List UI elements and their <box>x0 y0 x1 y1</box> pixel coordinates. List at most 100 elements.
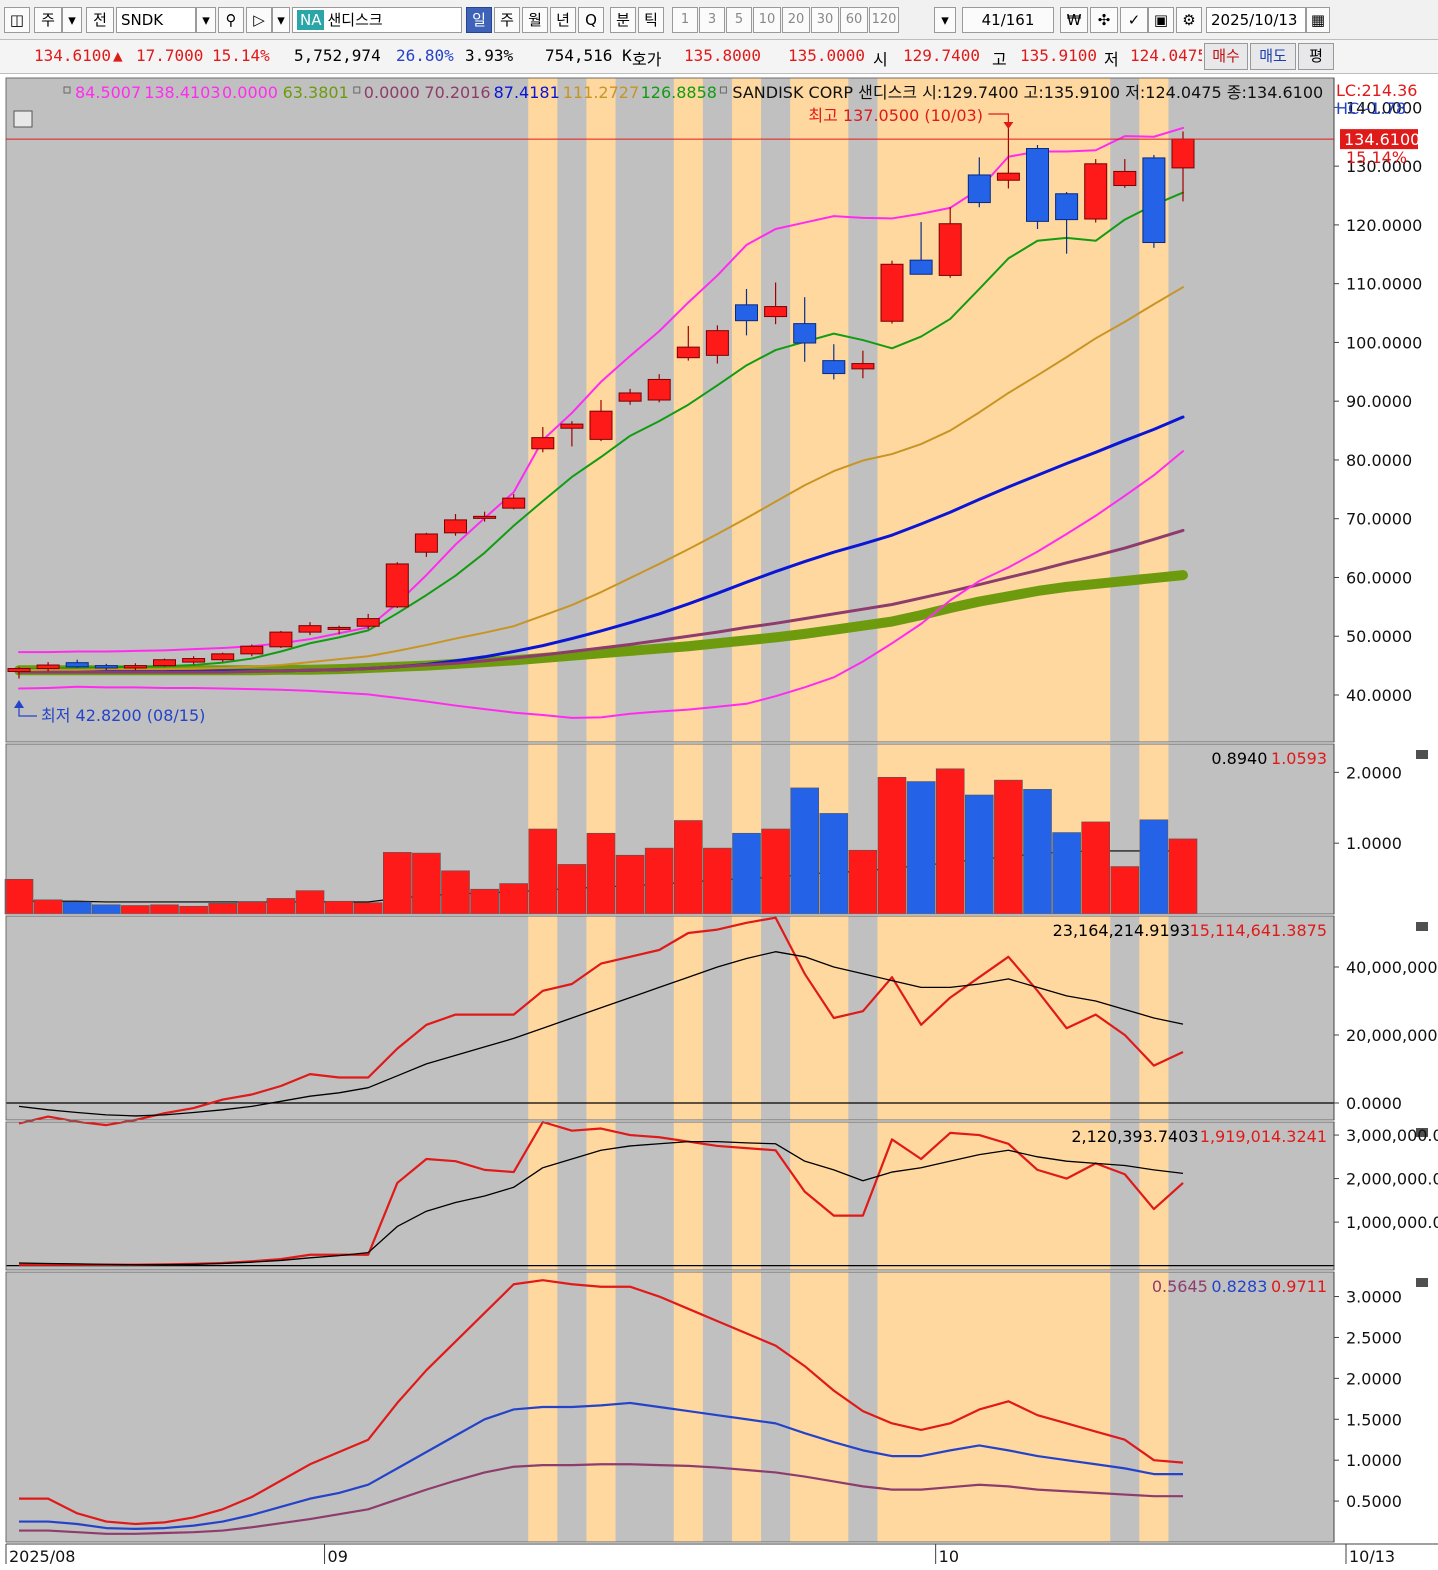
speaker-icon[interactable]: ▷ <box>246 7 272 33</box>
open-price: 129.7400 <box>903 46 981 65</box>
highlight-band <box>673 1122 703 1270</box>
volume-bar <box>266 898 296 915</box>
candle-body <box>298 625 322 633</box>
stock-name-field[interactable]: NA 샌디스크 <box>292 7 462 33</box>
highlight-band <box>790 78 849 742</box>
speaker-dropdown-icon[interactable]: ▾ <box>272 7 290 33</box>
y-tick-label: 80.0000 <box>1346 451 1412 470</box>
highlight-band <box>1139 1272 1169 1542</box>
volume-bar <box>877 776 907 915</box>
candle-body <box>764 306 788 318</box>
y-tick-label: 20,000,000 <box>1346 1026 1438 1045</box>
volume-bar <box>353 902 383 915</box>
date-input[interactable]: 2025/10/13 <box>1206 7 1306 33</box>
volume-bar <box>557 864 587 915</box>
highlight-band <box>790 916 849 1120</box>
gear-icon[interactable]: ⚙ <box>1176 7 1202 33</box>
last-price-box <box>1340 129 1418 150</box>
volume-bar <box>644 847 674 915</box>
save-icon[interactable]: ▣ <box>1148 7 1174 33</box>
legend-value: 70.2016 <box>424 83 490 102</box>
candle-body <box>1142 157 1166 244</box>
period-week-button[interactable]: 주 <box>494 7 520 33</box>
candle-body <box>1084 163 1108 220</box>
volume-bar <box>382 852 412 915</box>
y-tick-label: 50.0000 <box>1346 627 1412 646</box>
candle-body <box>269 631 293 648</box>
ticker-dropdown-icon[interactable]: ▾ <box>196 7 216 33</box>
period-month-button[interactable]: 월 <box>522 7 548 33</box>
stock-chart[interactable]: 40.0000 50.0000 60.0000 70.0000 80.0000 90.00… <box>0 74 1438 1570</box>
candle-body <box>385 563 409 608</box>
crosshair-icon[interactable]: ✣ <box>1090 7 1118 33</box>
interval-1-button[interactable]: 1 <box>672 7 698 33</box>
y-tick-label: 3,000,000.0 <box>1346 1126 1438 1145</box>
current-price: 134.6100 <box>34 46 112 65</box>
calendar-icon[interactable]: ▦ <box>1306 7 1330 33</box>
draw-line-icon[interactable]: ✓ <box>1120 7 1148 33</box>
candle-body <box>1113 170 1137 187</box>
interval-60-button[interactable]: 60 <box>840 7 868 33</box>
volume-bar <box>906 781 936 915</box>
candle-body <box>153 659 176 667</box>
period-quarter-button[interactable]: Q <box>578 7 604 33</box>
won-icon[interactable]: ₩ <box>1060 7 1088 33</box>
interval-120-button[interactable]: 120 <box>869 7 899 33</box>
low-price: 124.0475 <box>1130 46 1202 65</box>
highlight-band <box>731 1122 762 1270</box>
prev-button[interactable]: 전 <box>86 7 114 33</box>
interval-5-button[interactable]: 5 <box>726 7 752 33</box>
interval-dropdown-icon[interactable]: ▾ <box>934 7 956 33</box>
highlight-band <box>673 1272 703 1542</box>
legend-box-icon <box>353 86 361 94</box>
market-select[interactable]: 주 <box>34 7 62 33</box>
highlight-band <box>731 1272 762 1542</box>
interval-30-button[interactable]: 30 <box>811 7 839 33</box>
candle-body <box>531 437 555 450</box>
y-tick-label: 130.0000 <box>1346 157 1422 176</box>
overlay-line <box>17 528 1185 674</box>
na-badge: NA <box>297 10 325 30</box>
ticker-input[interactable]: SNDK <box>116 7 196 33</box>
y-tick-label: 40.0000 <box>1346 686 1412 705</box>
chart-title: SANDISK CORP 샌디스크 시:129.7400 고:135.9100 … <box>732 83 1323 102</box>
y-tick-label: 1,000,000.0 <box>1346 1213 1438 1232</box>
interval-10-button[interactable]: 10 <box>753 7 781 33</box>
highlight-band <box>790 1122 849 1270</box>
period-minute-button[interactable]: 분 <box>610 7 636 33</box>
market-dropdown-icon[interactable]: ▾ <box>62 7 82 33</box>
candle-body <box>560 423 584 429</box>
sell-button[interactable]: 매도 <box>1250 43 1296 70</box>
candle-body <box>356 618 380 627</box>
interval-3-button[interactable]: 3 <box>699 7 725 33</box>
candle-body <box>589 410 613 440</box>
legend-value: 87.4181 <box>494 83 560 102</box>
interval-20-button[interactable]: 20 <box>782 7 810 33</box>
last-pct-label: 15.14% <box>1346 148 1407 167</box>
candle-body <box>880 263 904 322</box>
bid-price: 135.0000 <box>788 46 866 65</box>
buy-button[interactable]: 매수 <box>1204 43 1248 70</box>
legend-value: 0.0000 <box>364 83 420 102</box>
volume-bar <box>1052 832 1081 915</box>
eval-button[interactable]: 평 <box>1298 43 1334 70</box>
max-arrow-head <box>1003 122 1014 129</box>
y-tick-label: 40,000,000 <box>1346 958 1438 977</box>
y-tick-label: 2.0000 <box>1346 763 1402 782</box>
candle-body <box>65 662 89 668</box>
search-icon[interactable]: ⚲ <box>218 7 244 33</box>
volume-ratio: 3.93% <box>465 46 514 65</box>
period-day-button[interactable]: 일 <box>466 7 492 33</box>
candle-body <box>1171 138 1195 169</box>
x-tick-label: 10/13 <box>1349 1547 1395 1566</box>
candle-body <box>793 323 817 344</box>
pane-legend-value: 15,114,641.3875 <box>1190 921 1327 940</box>
overlay-line <box>18 450 1184 719</box>
indicator-line <box>18 916 1184 1127</box>
period-year-button[interactable]: 년 <box>550 7 576 33</box>
candle-body <box>647 378 671 401</box>
period-tick-button[interactable]: 틱 <box>638 7 664 33</box>
volume-bar <box>615 854 645 915</box>
candle-body <box>938 223 962 276</box>
window-icon[interactable]: ◫ <box>4 7 30 33</box>
